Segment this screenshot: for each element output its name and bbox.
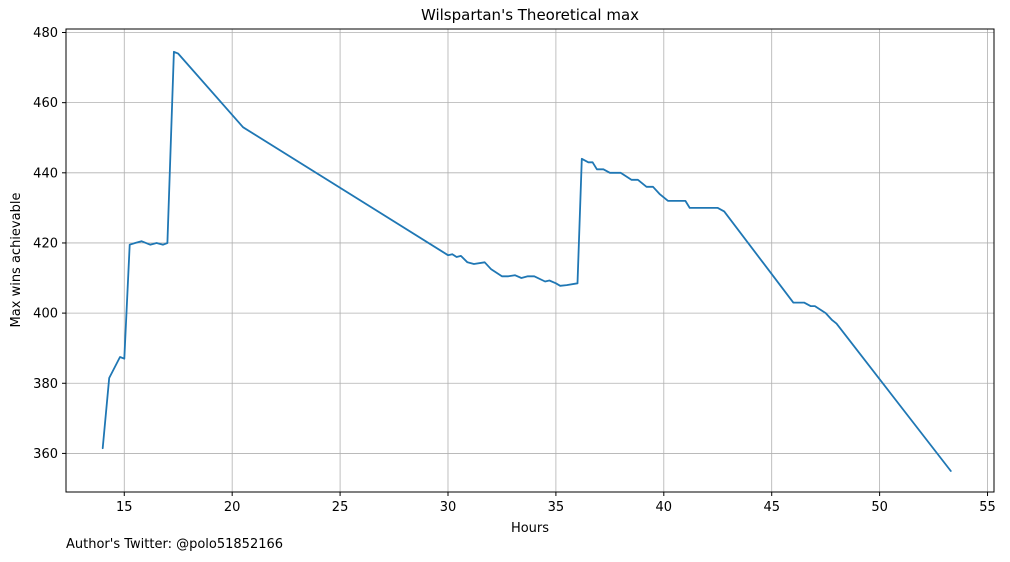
x-tick-label: 50 [871,500,888,515]
y-axis-label: Max wins achievable [9,193,24,328]
author-credit: Author's Twitter: @polo51852166 [66,537,284,552]
x-tick-label: 40 [656,500,673,515]
y-tick-label: 440 [33,166,58,181]
x-tick-label: 20 [224,500,241,515]
x-tick-label: 25 [332,500,349,515]
y-tick-label: 400 [33,307,58,322]
y-tick-label: 460 [33,96,58,111]
x-tick-label: 35 [548,500,565,515]
y-tick-label: 380 [33,377,58,392]
y-tick-label: 360 [33,447,58,462]
chart-title: Wilspartan's Theoretical max [420,6,640,24]
x-axis-ticks: 15 20 25 30 35 40 45 50 55 [116,492,996,515]
x-tick-label: 15 [116,500,133,515]
x-tick-label: 45 [763,500,780,515]
grid-lines [66,29,994,492]
x-tick-label: 30 [440,500,457,515]
x-axis-label: Hours [511,521,549,536]
series-line [101,50,952,472]
plot-area-frame [65,28,995,493]
y-tick-label: 420 [33,236,58,251]
y-axis-ticks: 360 380 400 420 440 460 480 [33,26,66,462]
x-tick-label: 55 [979,500,996,515]
y-tick-label: 480 [33,26,58,41]
